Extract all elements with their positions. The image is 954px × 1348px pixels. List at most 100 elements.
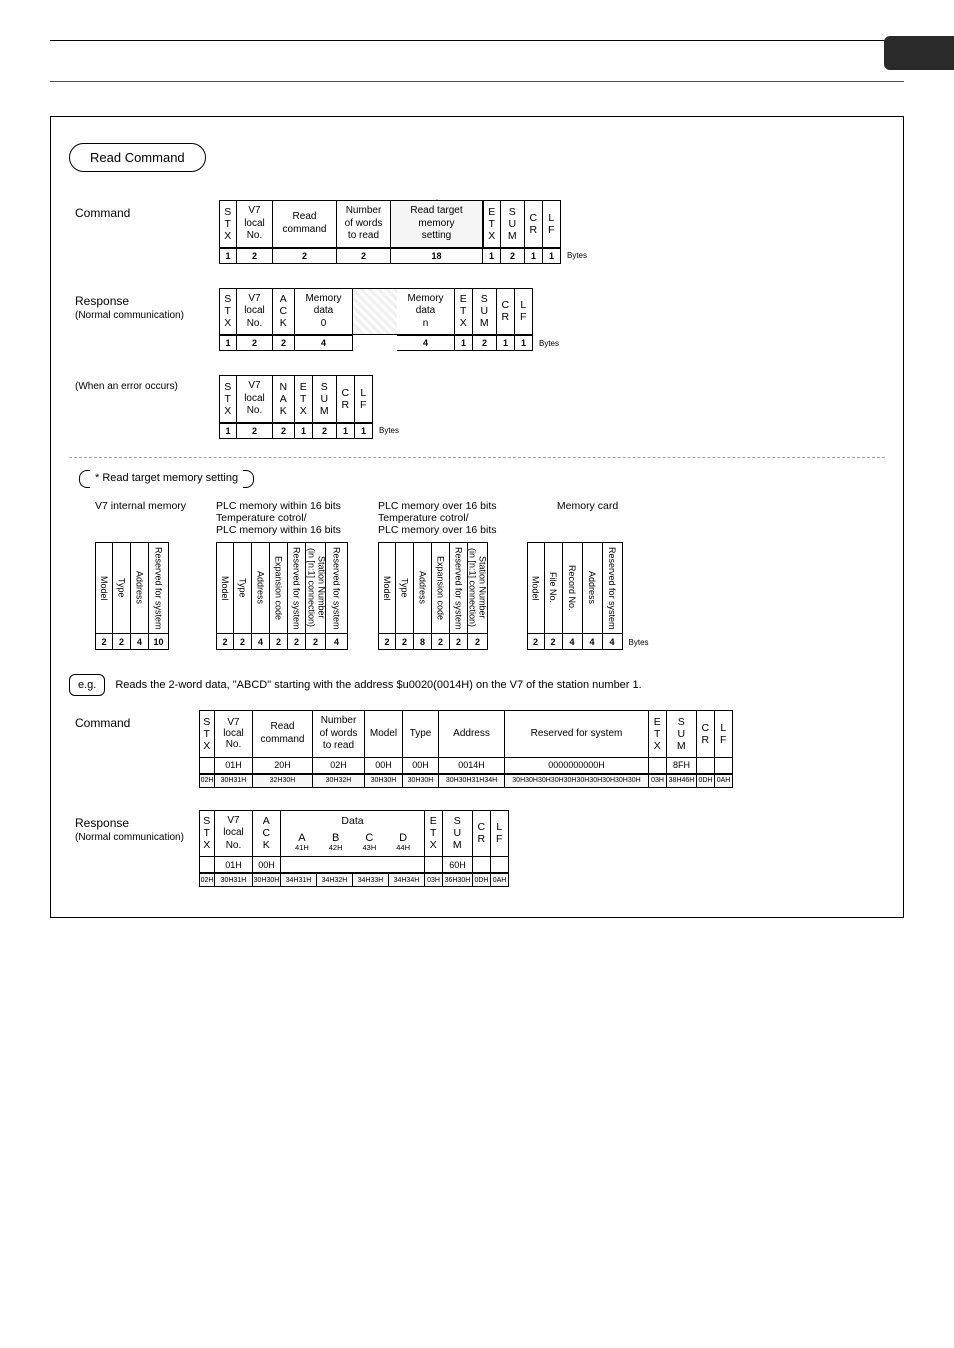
- mem-group-title: V7 internal memory: [95, 500, 186, 536]
- vcell-reserved: Reserved for system: [603, 542, 623, 635]
- cell-memdatan: Memorydatan: [397, 288, 455, 336]
- example-response-label: Response (Normal communication): [69, 810, 199, 843]
- val: [649, 758, 667, 774]
- vcell-fileno: File No.: [545, 542, 563, 635]
- hex: 30H31H: [215, 774, 253, 788]
- val: 01H: [215, 758, 253, 774]
- val: 8FH: [667, 758, 697, 774]
- mb: 2: [545, 634, 563, 650]
- cell-type: Type: [403, 710, 439, 758]
- vcell-model: Model: [216, 542, 234, 635]
- hex: 34H32H: [317, 873, 353, 887]
- cell-ack: ACK: [253, 810, 281, 858]
- bytes-label: Bytes: [561, 248, 587, 264]
- mb: 4: [603, 634, 623, 650]
- cell-stx: STX: [199, 710, 215, 758]
- vcell-station: Station Number(in [n:1] connection): [306, 542, 326, 635]
- mem-group-plc-over16: PLC memory over 16 bitsTemperature cotro…: [378, 500, 496, 651]
- hex: 02H: [199, 873, 215, 887]
- cell-etx: ETX: [295, 375, 313, 423]
- example-response-vals: 01H 00H 60H: [199, 857, 509, 873]
- val: [697, 758, 715, 774]
- hex: 0AH: [491, 873, 509, 887]
- cell-v7localno: V7localNo.: [237, 288, 273, 336]
- cell-cr: CR: [697, 710, 715, 758]
- val: 00H: [365, 758, 403, 774]
- example-response-hex: 02H 30H31H 30H30H 34H31H 34H32H 34H33H 3…: [199, 873, 509, 887]
- val: 0000000000H: [505, 758, 649, 774]
- error-label: (When an error occurs): [69, 375, 219, 392]
- byte-cell: 2: [237, 423, 273, 439]
- cell-stx: STX: [199, 810, 215, 858]
- cell-cr: CR: [525, 200, 543, 248]
- byte-cell: 1: [515, 335, 533, 351]
- cell-lf: LF: [491, 810, 509, 858]
- vcell-address: Address: [252, 542, 270, 635]
- vcell-station: Station Number(in [n:1] connection): [468, 542, 488, 635]
- response-byte-row: 1 2 2 4 4 1 2 1 1 Bytes: [219, 335, 559, 351]
- example-line: e.g. Reads the 2-word data, "ABCD" start…: [69, 674, 885, 696]
- cell-num-words: Numberof wordsto read: [313, 710, 365, 758]
- vcell-address: Address: [414, 542, 432, 635]
- cell-stx: STX: [219, 288, 237, 336]
- error-byte-row: 1 2 2 1 2 1 1 Bytes: [219, 423, 399, 439]
- vcell-recordno: Record No.: [563, 542, 583, 635]
- mem-group-v7-internal: V7 internal memory Model Type Address Re…: [95, 500, 186, 651]
- example-command-row: Command STX V7localNo. Readcommand Numbe…: [69, 710, 885, 788]
- vcell-type: Type: [113, 542, 131, 635]
- mb: 4: [131, 634, 149, 650]
- val: [425, 857, 443, 873]
- val: [281, 857, 425, 873]
- byte-cell: 2: [273, 248, 337, 264]
- cell-v7localno: V7localNo.: [237, 200, 273, 248]
- bytes-label: Bytes: [373, 423, 399, 439]
- vcell-reserved: Reserved for system: [288, 542, 306, 635]
- cell-model: Model: [365, 710, 403, 758]
- section-rule: [50, 81, 904, 82]
- byte-cell: 1: [219, 335, 237, 351]
- mb: 2: [95, 634, 113, 650]
- mb: 2: [396, 634, 414, 650]
- hex: 36H30H: [443, 873, 473, 887]
- hex: 30H30H: [365, 774, 403, 788]
- byte-cell: 1: [219, 423, 237, 439]
- cell-data: Data A41H B42H C43H D44H: [281, 810, 425, 858]
- memory-setting-callout: * Read target memory setting: [85, 470, 248, 486]
- cell-cr: CR: [337, 375, 355, 423]
- vcell-expansion: Expansion code: [270, 542, 288, 635]
- mem-group-title: PLC memory over 16 bitsTemperature cotro…: [378, 500, 496, 536]
- top-rule: [50, 40, 904, 41]
- vcell-model: Model: [527, 542, 545, 635]
- byte-cell: 1: [219, 248, 237, 264]
- cell-ellipsis: [353, 288, 397, 336]
- byte-cell: 1: [295, 423, 313, 439]
- cell-etx: ETX: [425, 810, 443, 858]
- byte-cell: 1: [455, 335, 473, 351]
- byte-cell: 1: [355, 423, 373, 439]
- byte-cell: 2: [501, 248, 525, 264]
- hex: 38H46H: [667, 774, 697, 788]
- byte-cell: 1: [497, 335, 515, 351]
- eg-badge: e.g.: [69, 674, 105, 696]
- mb: 2: [216, 634, 234, 650]
- hex: 30H31H: [215, 873, 253, 887]
- byte-cell: 1: [337, 423, 355, 439]
- byte-cell: 2: [237, 335, 273, 351]
- byte-cell: 1: [483, 248, 501, 264]
- cell-v7localno: V7localNo.: [237, 375, 273, 423]
- cell-read-command: Readcommand: [253, 710, 313, 758]
- val: [473, 857, 491, 873]
- val: 20H: [253, 758, 313, 774]
- byte-cell: 2: [273, 423, 295, 439]
- response-cells: STX V7localNo. ACK Memorydata0 Memorydat…: [219, 288, 559, 336]
- cell-reserved: Reserved for system: [505, 710, 649, 758]
- hex: 34H31H: [281, 873, 317, 887]
- vcell-address: Address: [583, 542, 603, 635]
- hex: 32H30H: [253, 774, 313, 788]
- cell-ack: ACK: [273, 288, 295, 336]
- mb: 10: [149, 634, 169, 650]
- byte-cell: 1: [543, 248, 561, 264]
- hex: 30H30H30H30H30H30H30H30H30H30H: [505, 774, 649, 788]
- memory-groups: V7 internal memory Model Type Address Re…: [69, 500, 885, 651]
- cell-etx: ETX: [649, 710, 667, 758]
